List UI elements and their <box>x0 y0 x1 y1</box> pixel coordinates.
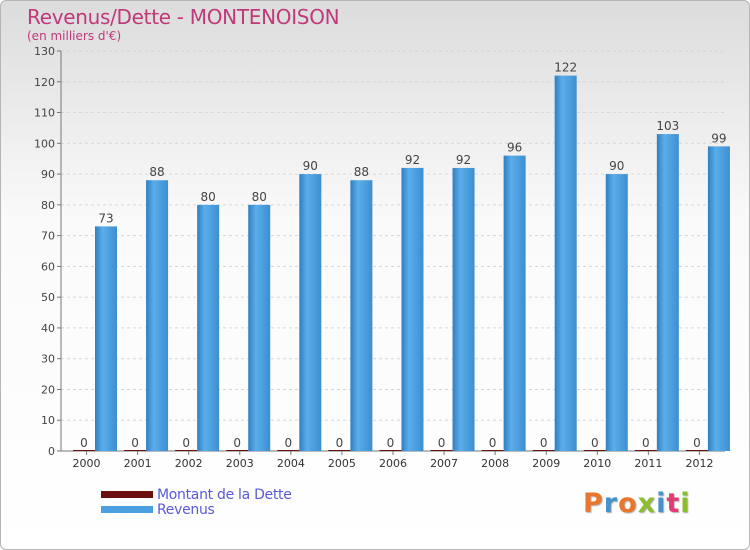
bar-revenus <box>350 180 373 451</box>
bar-revenus <box>554 75 577 451</box>
y-tick-label: 0 <box>48 445 55 458</box>
y-tick-label: 80 <box>41 199 55 212</box>
bar-revenus <box>401 167 424 451</box>
chart-subtitle: (en milliers d'€) <box>27 29 122 43</box>
data-label-dette: 0 <box>591 436 599 450</box>
bar-dette <box>583 450 606 451</box>
data-label-revenus: 80 <box>201 190 216 204</box>
data-label-revenus: 88 <box>354 165 369 179</box>
x-tick-label: 2011 <box>634 457 662 470</box>
data-label-dette: 0 <box>284 436 292 450</box>
y-tick-label: 60 <box>41 260 55 273</box>
legend-label-dette: Montant de la Dette <box>157 486 292 503</box>
bar-dette <box>328 450 351 451</box>
proxiti-logo: Proxiti <box>583 488 691 519</box>
bar-dette <box>175 450 198 451</box>
y-tick-label: 40 <box>41 322 55 335</box>
legend-swatch-revenus <box>101 506 153 513</box>
data-label-dette: 0 <box>233 436 241 450</box>
bar-revenus <box>95 226 117 451</box>
legend: Montant de la Dette Revenus <box>101 486 292 518</box>
bar-dette <box>532 450 555 451</box>
bar-revenus <box>197 204 220 451</box>
data-label-dette: 0 <box>438 436 446 450</box>
bar-dette <box>430 450 453 451</box>
data-label-dette: 0 <box>540 436 548 450</box>
legend-item-dette: Montant de la Dette <box>101 486 292 503</box>
data-label-revenus: 99 <box>711 131 726 145</box>
data-label-dette: 0 <box>336 436 344 450</box>
x-tick-label: 2006 <box>379 457 407 470</box>
y-tick-label: 90 <box>41 168 55 181</box>
data-label-revenus: 90 <box>609 159 624 173</box>
bar-dette <box>73 450 95 451</box>
bar-revenus <box>452 167 475 451</box>
bar-revenus <box>656 134 679 452</box>
legend-item-revenus: Revenus <box>101 501 292 518</box>
x-tick-label: 2010 <box>583 457 611 470</box>
y-tick-label: 50 <box>41 291 55 304</box>
x-tick-label: 2000 <box>73 457 101 470</box>
legend-label-revenus: Revenus <box>157 501 215 518</box>
data-label-dette: 0 <box>693 436 701 450</box>
bar-dette <box>634 450 657 451</box>
x-tick-label: 2004 <box>277 457 305 470</box>
data-label-revenus: 92 <box>405 153 420 167</box>
y-tick-label: 30 <box>41 353 55 366</box>
data-label-revenus: 80 <box>252 190 267 204</box>
bar-revenus <box>299 174 322 452</box>
y-tick-label: 10 <box>41 414 55 427</box>
bar-dette <box>277 450 300 451</box>
bar-dette <box>685 450 708 451</box>
data-label-dette: 0 <box>182 436 190 450</box>
data-label-dette: 0 <box>489 436 497 450</box>
data-label-dette: 0 <box>387 436 395 450</box>
data-label-revenus: 103 <box>656 119 679 133</box>
bar-revenus <box>707 146 730 451</box>
x-tick-label: 2001 <box>124 457 152 470</box>
bar-revenus <box>605 174 628 452</box>
data-label-dette: 0 <box>642 436 650 450</box>
y-tick-label: 20 <box>41 383 55 396</box>
x-tick-label: 2009 <box>532 457 560 470</box>
y-tick-label: 70 <box>41 230 55 243</box>
x-tick-label: 2003 <box>226 457 254 470</box>
x-tick-label: 2012 <box>685 457 713 470</box>
data-label-revenus: 96 <box>507 141 522 155</box>
bar-revenus <box>503 155 526 451</box>
bar-dette <box>481 450 504 451</box>
y-tick-label: 110 <box>34 107 55 120</box>
data-label-dette: 0 <box>131 436 139 450</box>
x-tick-label: 2005 <box>328 457 356 470</box>
x-tick-label: 2007 <box>430 457 458 470</box>
bar-dette <box>379 450 402 451</box>
y-tick-label: 120 <box>34 76 55 89</box>
x-tick-label: 2002 <box>175 457 203 470</box>
y-tick-label: 100 <box>34 137 55 150</box>
x-tick-label: 2008 <box>481 457 509 470</box>
data-label-revenus: 88 <box>149 165 164 179</box>
bar-dette <box>226 450 249 451</box>
legend-swatch-dette <box>101 491 153 498</box>
data-label-revenus: 92 <box>456 153 471 167</box>
data-label-revenus: 73 <box>98 211 113 225</box>
bar-revenus <box>146 180 169 451</box>
bar-dette <box>124 450 147 451</box>
bar-revenus <box>248 204 271 451</box>
chart-title: Revenus/Dette - MONTENOISON <box>27 5 340 29</box>
data-label-dette: 0 <box>80 436 88 450</box>
data-label-revenus: 90 <box>303 159 318 173</box>
data-label-revenus: 122 <box>554 61 577 75</box>
y-tick-label: 130 <box>34 45 55 58</box>
